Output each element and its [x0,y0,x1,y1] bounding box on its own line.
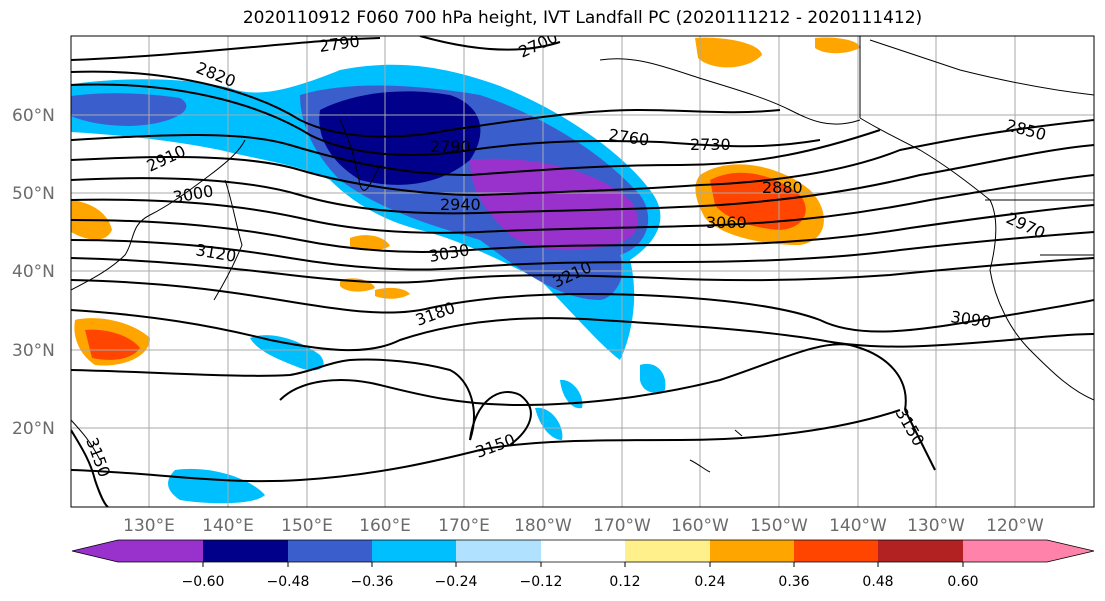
colorbar-tick-label: −0.24 [435,574,478,590]
colorbar-low-extension [72,540,118,562]
colorbar-outline [71,539,1095,563]
longitude-label: 160°W [671,516,729,536]
latitude-label: 40°N [12,262,55,282]
colorbar-segment [203,540,288,562]
contour-label: 3090 [949,307,992,331]
colorbar-segment [710,540,794,562]
latitude-label: 30°N [12,341,55,361]
contour-label: 2700 [516,27,561,61]
contour-label: 3000 [171,181,214,207]
contour-label: 3150 [892,405,929,450]
colorbar-tick-label: −0.60 [182,574,225,590]
longitude-label: 170°W [593,516,651,536]
longitude-label: 130°E [123,516,175,536]
contour-label: 3060 [706,213,747,232]
colorbar-tick-label: −0.12 [520,574,563,590]
map-title: 2020110912 F060 700 hPa height, IVT Land… [242,8,923,28]
coastlines [71,36,1094,473]
latitude-labels: 60°N 50°N 40°N 30°N 20°N [12,106,55,439]
colorbar-tick-label: −0.48 [267,574,310,590]
longitude-label: 120°W [986,516,1044,536]
colorbar-segment [794,540,878,562]
contour-label: 2790 [318,31,361,55]
map-frame [70,35,1095,508]
colorbar-segment [118,540,203,562]
latitude-label: 20°N [12,419,55,439]
longitude-label: 140°E [202,516,254,536]
latitude-label: 60°N [12,106,55,126]
contour-label: 2910 [144,141,189,175]
contour-label: 2940 [440,195,481,214]
height-contours [71,36,1094,507]
longitude-labels: 130°E 140°E 150°E 160°E 170°E 180°W 170°… [123,516,1044,536]
contour-label: 2760 [607,125,650,149]
colorbar-tick-label: −0.36 [351,574,394,590]
colorbar-tick-label: 0.12 [609,574,640,590]
contour-label: 3150 [473,430,518,462]
map-area: 2790 2700 2820 2760 2730 2790 2910 2850 … [71,27,1094,507]
longitude-label: 160°E [359,516,411,536]
longitude-label: 150°W [750,516,808,536]
colorbar-high-extension [963,540,1094,562]
contour-label: 3120 [194,240,237,266]
colorbar-tick-label: 0.24 [694,574,725,590]
colorbar: −0.60 −0.48 −0.36 −0.24 −0.12 0.12 0.24 … [71,539,1095,590]
contour-label: 2730 [690,135,731,154]
colorbar-segment [878,540,963,562]
colorbar-segment [541,540,625,562]
longitude-label: 130°W [907,516,965,536]
colorbar-segment [456,540,541,562]
contour-label: 2790 [430,137,471,156]
colorbar-segment [288,540,372,562]
latitude-label: 50°N [12,184,55,204]
longitude-label: 180°W [514,516,572,536]
colorbar-segment [625,540,710,562]
longitude-label: 140°W [829,516,887,536]
colorbar-segment [372,540,456,562]
longitude-label: 170°E [438,516,490,536]
longitude-label: 150°E [281,516,333,536]
contour-label: 3180 [413,298,458,330]
colorbar-ticks [202,562,964,567]
contour-label: 2880 [762,178,803,197]
colorbar-tick-label: 0.36 [778,574,809,590]
contour-label: 2850 [1004,116,1048,145]
colorbar-tick-label: 0.48 [862,574,893,590]
colorbar-tick-label: 0.60 [947,574,978,590]
